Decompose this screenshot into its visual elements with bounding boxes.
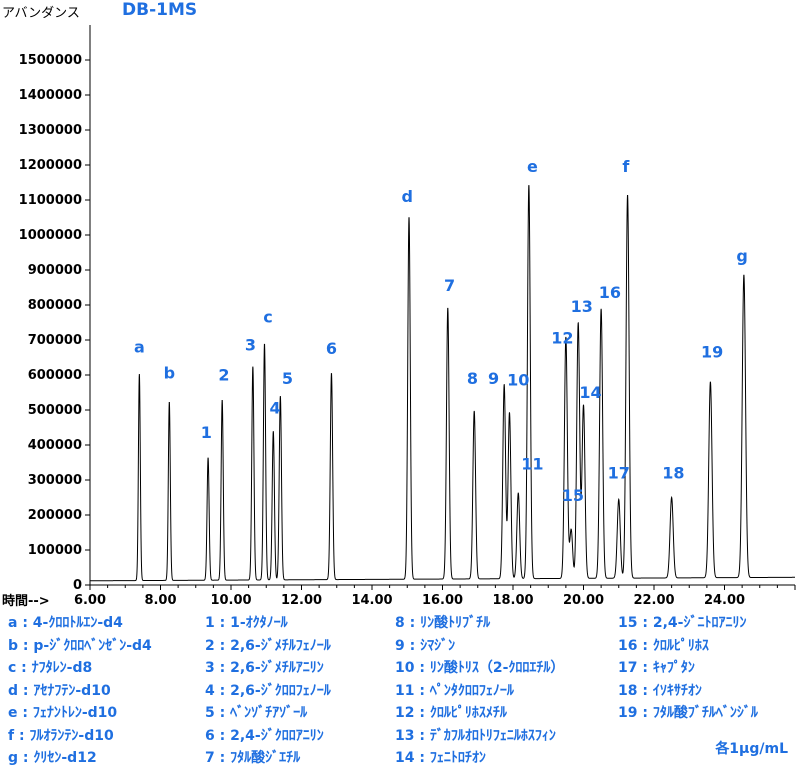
peak-label: 1 bbox=[201, 423, 212, 442]
x-tick-label: 24.00 bbox=[704, 593, 745, 608]
x-tick-label: 16.00 bbox=[422, 593, 463, 608]
peak-label: c bbox=[263, 308, 272, 327]
legend-item: e : ﾌｪﾅﾝﾄﾚﾝ-d10 bbox=[8, 705, 118, 721]
peak-label: 2 bbox=[218, 365, 229, 384]
legend-item: f : ﾌﾙｵﾗﾝﾃﾝ-d10 bbox=[8, 727, 114, 744]
x-tick-label: 8.00 bbox=[144, 593, 176, 608]
legend-column-2: 8 : ﾘﾝ酸ﾄﾘﾌﾞﾁﾙ 9 : ｼﾏｼﾞﾝ 10 : ﾘﾝ酸ﾄﾘｽ（2-ｸﾛﾛｴ… bbox=[395, 612, 564, 770]
legend-item: 3 : 2,6-ｼﾞﾒﾁﾙｱﾆﾘﾝ bbox=[205, 660, 324, 676]
legend-item: 1 : 1-ｵｸﾀﾉｰﾙ bbox=[205, 615, 288, 631]
legend-item: 7 : ﾌﾀﾙ酸ｼﾞｴﾁﾙ bbox=[205, 750, 301, 766]
legend-item: d : ｱｾﾅﾌﾃﾝ-d10 bbox=[8, 682, 111, 699]
peak-label: 10 bbox=[507, 371, 529, 390]
y-tick-label: 100000 bbox=[28, 543, 82, 558]
x-axis-label: 時間--> bbox=[2, 593, 50, 609]
peak-label: 14 bbox=[579, 383, 601, 402]
peak-label: 18 bbox=[662, 463, 684, 482]
peak-label: f bbox=[622, 157, 630, 176]
peak-label: 9 bbox=[488, 369, 499, 388]
x-tick-label: 18.00 bbox=[492, 593, 533, 608]
legend-item: 13 : ﾃﾞｶﾌﾙｵﾛﾄﾘﾌｪﾆﾙﾎｽﾌｨﾝ bbox=[395, 727, 556, 744]
legend-item: 5 : ﾍﾞﾝｿﾞﾁｱｿﾞｰﾙ bbox=[205, 705, 308, 721]
y-tick-label: 300000 bbox=[28, 473, 82, 488]
x-tick-label: 6.00 bbox=[74, 593, 106, 608]
x-tick-label: 10.00 bbox=[210, 593, 251, 608]
legend-item: 16 : ｸﾛﾙﾋﾟﾘﾎｽ bbox=[618, 637, 709, 654]
legend-item: 11 : ﾍﾟﾝﾀｸﾛﾛﾌｪﾉｰﾙ bbox=[395, 682, 514, 699]
x-axis-ticks: 6.00 8.00 10.00 12.00 14.00 16.00 18.00 20.00 22… bbox=[74, 585, 796, 608]
y-tick-label: 1000000 bbox=[19, 228, 82, 243]
peak-label: 12 bbox=[551, 329, 573, 348]
y-tick-label: 1100000 bbox=[19, 193, 82, 208]
legend-column-1: 1 : 1-ｵｸﾀﾉｰﾙ 2 : 2,6-ｼﾞﾒﾁﾙﾌｪﾉｰﾙ 3 : 2,6-ｼﾞ… bbox=[205, 612, 331, 770]
peak-label: 19 bbox=[701, 343, 723, 362]
compound-legend: a : 4-ｸﾛﾛﾄﾙｴﾝ-d4 b : p-ｼﾞｸﾛﾛﾍﾞﾝｾﾞﾝ-d4 c : … bbox=[0, 612, 800, 770]
legend-item: 19 : ﾌﾀﾙ酸ﾌﾞﾁﾙﾍﾞﾝｼﾞﾙ bbox=[618, 705, 758, 721]
peak-label: 11 bbox=[521, 455, 543, 474]
legend-item: 17 : ｷｬﾌﾟﾀﾝ bbox=[618, 660, 695, 676]
x-tick-label: 20.00 bbox=[563, 593, 604, 608]
y-tick-label: 200000 bbox=[28, 508, 82, 523]
peak-label: e bbox=[527, 157, 538, 176]
legend-item: c : ﾅﾌﾀﾚﾝ-d8 bbox=[8, 660, 93, 676]
y-tick-label: 1500000 bbox=[19, 53, 82, 68]
y-tick-label: 1200000 bbox=[19, 158, 82, 173]
chromatogram-trace bbox=[90, 185, 795, 582]
peak-label: d bbox=[402, 187, 413, 206]
concentration-note: 各1μg/mL bbox=[715, 741, 788, 757]
peak-label: b bbox=[164, 364, 175, 383]
legend-item: 9 : ｼﾏｼﾞﾝ bbox=[395, 637, 456, 654]
peak-label: g bbox=[736, 246, 747, 265]
peak-label: 13 bbox=[571, 297, 593, 316]
y-tick-label: 700000 bbox=[28, 333, 82, 348]
legend-item: a : 4-ｸﾛﾛﾄﾙｴﾝ-d4 bbox=[8, 615, 123, 631]
legend-item: 18 : ｲｿｷｻﾁｵﾝ bbox=[618, 682, 702, 699]
legend-column-3: 15 : 2,4-ｼﾞﾆﾄﾛｱﾆﾘﾝ 16 : ｸﾛﾙﾋﾟﾘﾎｽ 17 : ｷｬﾌﾟ… bbox=[618, 612, 758, 725]
x-tick-label: 14.00 bbox=[351, 593, 392, 608]
y-tick-label: 800000 bbox=[28, 298, 82, 313]
y-tick-label: 600000 bbox=[28, 368, 82, 383]
y-axis-label: アバンダンス bbox=[2, 6, 80, 21]
chromatogram-chart: 0 100000 200000 300000 400000 500000 600000 700… bbox=[2, 25, 796, 609]
peak-label: 16 bbox=[599, 283, 621, 302]
legend-item: 6 : 2,4-ｼﾞｸﾛﾛｱﾆﾘﾝ bbox=[205, 727, 324, 744]
y-tick-label: 500000 bbox=[28, 403, 82, 418]
legend-item: b : p-ｼﾞｸﾛﾛﾍﾞﾝｾﾞﾝ-d4 bbox=[8, 637, 152, 654]
peak-label: 5 bbox=[282, 369, 293, 388]
legend-column-surrogates: a : 4-ｸﾛﾛﾄﾙｴﾝ-d4 b : p-ｼﾞｸﾛﾛﾍﾞﾝｾﾞﾝ-d4 c : … bbox=[8, 612, 152, 770]
chart-title: DB-1MS bbox=[122, 0, 198, 20]
legend-item: 10 : ﾘﾝ酸ﾄﾘｽ（2-ｸﾛﾛｴﾁﾙ） bbox=[395, 660, 565, 676]
y-tick-label: 1300000 bbox=[19, 123, 82, 138]
y-tick-label: 1400000 bbox=[19, 88, 82, 103]
legend-item: 15 : 2,4-ｼﾞﾆﾄﾛｱﾆﾘﾝ bbox=[618, 615, 747, 631]
peak-label: 3 bbox=[245, 336, 256, 355]
legend-item: 12 : ｸﾛﾙﾋﾟﾘﾎｽﾒﾁﾙ bbox=[395, 705, 507, 721]
peak-label: 15 bbox=[562, 486, 584, 505]
peak-label: 17 bbox=[608, 463, 630, 482]
peak-label: 8 bbox=[467, 369, 478, 388]
y-tick-label: 900000 bbox=[28, 263, 82, 278]
y-tick-label: 400000 bbox=[28, 438, 82, 453]
peak-label: 7 bbox=[444, 276, 455, 295]
legend-item: 8 : ﾘﾝ酸ﾄﾘﾌﾞﾁﾙ bbox=[395, 615, 491, 631]
x-tick-label: 12.00 bbox=[281, 593, 322, 608]
y-axis-ticks: 0 100000 200000 300000 400000 500000 600000 700… bbox=[19, 53, 90, 593]
legend-item: 2 : 2,6-ｼﾞﾒﾁﾙﾌｪﾉｰﾙ bbox=[205, 637, 331, 654]
peak-label: 4 bbox=[269, 399, 280, 418]
legend-item: g : ｸﾘｾﾝ-d12 bbox=[8, 750, 97, 766]
legend-item: 4 : 2,6-ｼﾞｸﾛﾛﾌｪﾉｰﾙ bbox=[205, 682, 331, 699]
legend-item: 14 : ﾌｪﾆﾄﾛﾁｵﾝ bbox=[395, 750, 486, 766]
peak-label: 6 bbox=[326, 339, 337, 358]
y-tick-label: 0 bbox=[73, 578, 82, 593]
x-tick-label: 22.00 bbox=[633, 593, 674, 608]
peak-label: a bbox=[134, 337, 145, 356]
